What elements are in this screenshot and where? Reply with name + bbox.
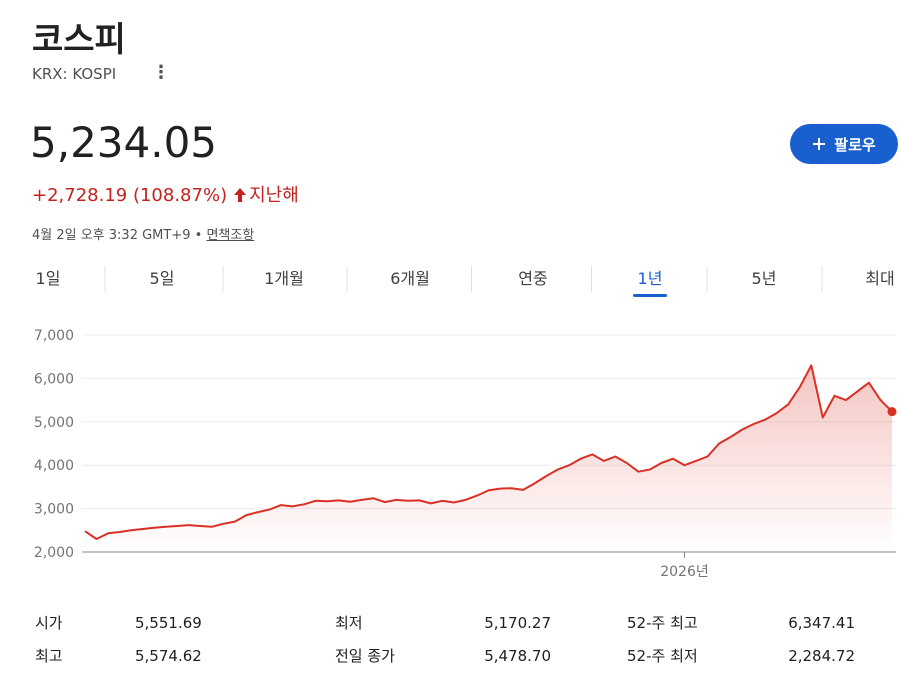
- stat-label: 시가: [35, 614, 63, 632]
- plus-icon: [813, 138, 826, 150]
- stat-label: 최고: [35, 647, 63, 665]
- y-tick-label: 7,000: [34, 328, 74, 344]
- stat-value: 5,478.70: [484, 647, 551, 665]
- stat-value: 6,347.41: [788, 614, 855, 632]
- y-tick-label: 6,000: [34, 371, 74, 387]
- tab[interactable]: 5년: [752, 269, 777, 288]
- line: [84, 364, 893, 540]
- stat-value: 5,170.27: [484, 614, 551, 632]
- tab[interactable]: 최대: [865, 269, 894, 288]
- tab[interactable]: 1개월: [264, 269, 304, 288]
- y-tick-label: 2,000: [34, 545, 74, 561]
- stat-label: 52-주 최저: [627, 647, 698, 665]
- more-menu[interactable]: ⋮: [152, 62, 170, 83]
- stat-label: 52-주 최고: [627, 614, 698, 632]
- y-tick-label: 5,000: [34, 415, 74, 431]
- tab[interactable]: 연중: [518, 269, 547, 288]
- area: [85, 365, 892, 552]
- up-arrow: [234, 188, 247, 202]
- y-tick-label: 4,000: [34, 458, 74, 474]
- stat-value: 2,284.72: [788, 647, 855, 665]
- y-tick-label: 3,000: [34, 502, 74, 518]
- follow-button[interactable]: 팔로우: [790, 124, 898, 164]
- x-tick-label: 2026년: [660, 564, 709, 580]
- stat-label: 최저: [335, 614, 363, 632]
- follow-label: 팔로우: [834, 135, 876, 154]
- separator: •: [194, 228, 203, 243]
- stat-value: 5,551.69: [135, 614, 202, 632]
- change: +2,728.19 (108.87%) 지난해: [32, 181, 299, 207]
- ticker: KRX: KOSPI: [32, 65, 117, 83]
- tab-underline: [633, 294, 667, 297]
- title: 코스피: [32, 20, 126, 60]
- tab[interactable]: 6개월: [390, 269, 430, 288]
- price: 5,234.05: [30, 118, 218, 167]
- stat-label: 전일 종가: [335, 647, 395, 665]
- change-value: +2,728.19 (108.87%): [32, 185, 228, 206]
- tab[interactable]: 1일: [36, 269, 61, 288]
- tab[interactable]: 5일: [150, 269, 175, 288]
- disclaimer-link[interactable]: 면책조항: [206, 228, 255, 243]
- tab[interactable]: 1년: [638, 269, 663, 288]
- date: 4월 2일 오후 3:32 GMT+9: [32, 228, 191, 243]
- period: 지난해: [249, 185, 299, 206]
- timestamp: 4월 2일 오후 3:32 GMT+9 • 면책조항: [32, 224, 254, 243]
- stat-value: 5,574.62: [135, 647, 202, 665]
- last-point: [887, 407, 897, 417]
